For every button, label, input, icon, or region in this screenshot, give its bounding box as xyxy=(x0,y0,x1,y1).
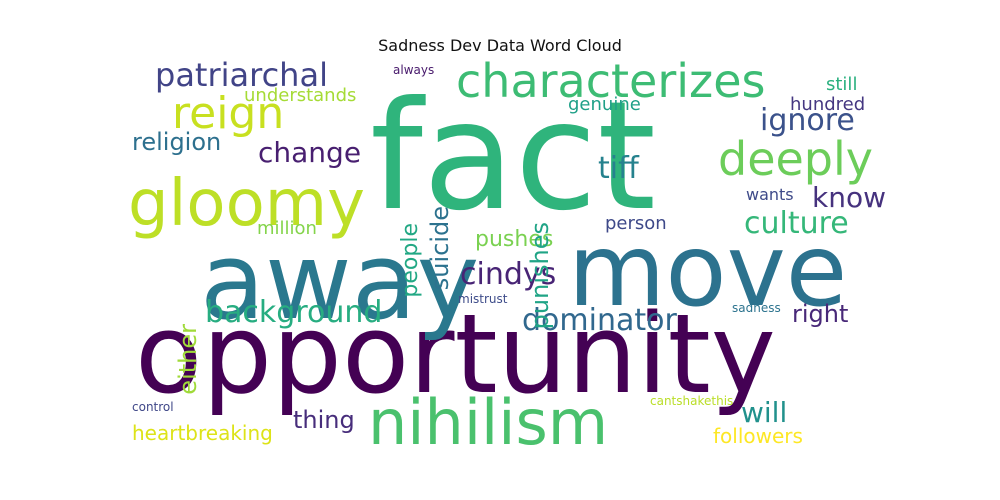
word-nihilism: nihilism xyxy=(368,386,608,459)
word-gloomy: gloomy xyxy=(128,167,365,241)
word-million: million xyxy=(257,218,317,239)
word-away: away xyxy=(200,220,479,343)
word-ignore: ignore xyxy=(760,103,855,138)
word-people: people xyxy=(398,223,423,298)
word-dominator: dominator xyxy=(522,303,677,338)
word-religion: religion xyxy=(132,128,221,156)
word-thing: thing xyxy=(293,406,355,434)
word-change: change xyxy=(258,136,361,169)
word-tiff: tiff xyxy=(598,151,640,186)
word-control: control xyxy=(132,400,174,414)
word-pushes: pushes xyxy=(475,227,553,252)
word-right: right xyxy=(792,300,848,328)
word-culture: culture xyxy=(744,206,849,241)
word-will: will xyxy=(741,396,787,429)
word-opportunity: opportunity xyxy=(135,290,776,418)
word-punishes: punishes xyxy=(526,222,554,329)
word-followers: followers xyxy=(713,424,803,448)
word-deeply: deeply xyxy=(718,132,873,186)
word-understands: understands xyxy=(244,85,356,106)
chart-title: Sadness Dev Data Word Cloud xyxy=(378,36,622,55)
word-patriarchal: patriarchal xyxy=(155,56,328,94)
word-either: either xyxy=(174,324,202,395)
word-mistrust: mistrust xyxy=(458,292,508,306)
word-reign: reign xyxy=(172,88,284,139)
word-genuine: genuine xyxy=(568,94,641,115)
word-sadness: sadness xyxy=(732,301,781,315)
word-background: background xyxy=(205,295,382,330)
word-always: always xyxy=(393,63,434,77)
word-know: know xyxy=(812,181,886,214)
word-suicide: suicide xyxy=(426,206,454,290)
word-cantshakethis: cantshakethis xyxy=(650,394,733,408)
word-person: person xyxy=(605,213,667,234)
word-characterizes: characterizes xyxy=(456,54,765,108)
word-move: move xyxy=(568,212,847,329)
word-heartbreaking: heartbreaking xyxy=(132,421,273,445)
word-hundred: hundred xyxy=(790,94,865,115)
word-fact: fact xyxy=(370,70,656,244)
word-still: still xyxy=(826,74,857,95)
word-cindys: cindys xyxy=(460,257,556,292)
word-wants: wants xyxy=(746,185,794,204)
